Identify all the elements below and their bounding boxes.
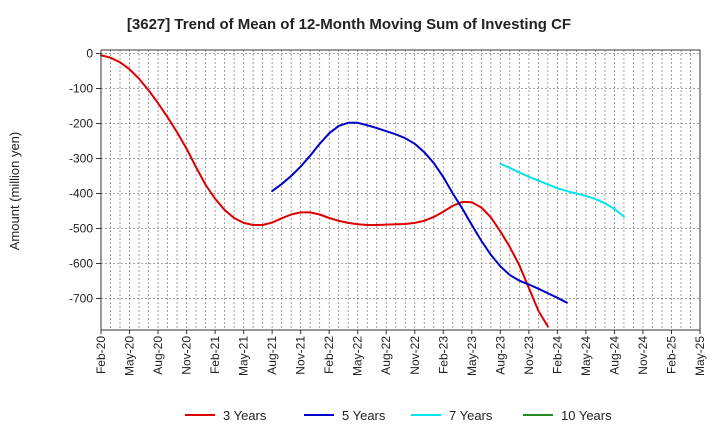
series-line-3-years <box>100 54 549 328</box>
plot-area <box>101 50 700 330</box>
x-tick-label: Feb-24 <box>550 336 564 374</box>
plot-frame <box>100 49 701 331</box>
legend: 3 Years 5 Years 7 Years 10 Years <box>185 408 612 423</box>
legend-label-10-years: 10 Years <box>561 408 612 423</box>
x-tick-label: May-20 <box>123 336 137 376</box>
y-tick-label: -500 <box>69 222 93 236</box>
x-tick-label: Nov-24 <box>636 336 650 375</box>
x-tick-label: Feb-21 <box>208 336 222 374</box>
x-tick-label: Feb-22 <box>322 336 336 374</box>
x-tick-label: Nov-23 <box>522 336 536 375</box>
x-tick-label: Nov-21 <box>294 336 308 375</box>
x-tick-label: Aug-23 <box>493 336 507 375</box>
chart-title: [3627] Trend of Mean of 12-Month Moving … <box>127 16 571 33</box>
x-tick-label: May-25 <box>693 336 707 376</box>
y-axis: 0 -100 -200 -300 -400 -500 -600 -700 <box>69 47 101 306</box>
x-tick-label: May-22 <box>351 336 365 376</box>
x-tick-label: Aug-21 <box>265 336 279 375</box>
x-tick-label: Feb-25 <box>664 336 678 374</box>
grid <box>101 50 700 330</box>
x-tick-label: Nov-22 <box>408 336 422 375</box>
x-tick-label: May-21 <box>237 336 251 376</box>
legend-label-5-years: 5 Years <box>342 408 386 423</box>
series-layer <box>100 54 625 328</box>
x-tick-label: May-24 <box>579 336 593 376</box>
series-line-5-years <box>271 121 568 304</box>
y-axis-label: Amount (million yen) <box>7 132 22 251</box>
x-tick-label: Aug-24 <box>607 336 621 375</box>
x-axis: Feb-20 May-20 Aug-20 Nov-20 Feb-21 May-21 Aug-… <box>94 330 707 376</box>
x-tick-label: May-23 <box>465 336 479 376</box>
x-tick-label: Feb-20 <box>94 336 108 374</box>
y-tick-label: -200 <box>69 117 93 131</box>
y-tick-label: -700 <box>69 292 93 306</box>
series-line-7-years <box>499 162 625 218</box>
x-tick-label: Aug-22 <box>379 336 393 375</box>
y-tick-label: -600 <box>69 257 93 271</box>
legend-label-3-years: 3 Years <box>223 408 267 423</box>
y-tick-label: -400 <box>69 187 93 201</box>
x-tick-label: Feb-23 <box>436 336 450 374</box>
x-tick-label: Aug-20 <box>151 336 165 375</box>
y-tick-label: -300 <box>69 152 93 166</box>
x-tick-label: Nov-20 <box>180 336 194 375</box>
y-tick-label: -100 <box>69 82 93 96</box>
y-tick-label: 0 <box>86 47 93 61</box>
legend-label-7-years: 7 Years <box>449 408 493 423</box>
